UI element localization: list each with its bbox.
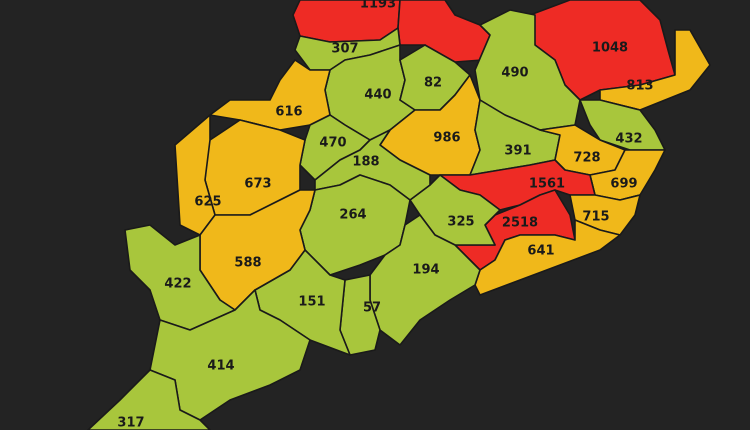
district-case-count: 194 [412,263,439,278]
district-case-count: 57 [363,301,381,316]
district-region [474,9,581,131]
district-region [87,369,211,430]
district-case-count: 188 [352,155,379,170]
district-case-count: 673 [244,177,271,192]
district-case-count: 490 [501,66,528,81]
district-case-count: 641 [527,244,554,259]
district-case-count: 391 [504,144,531,159]
district-case-count: 264 [339,208,366,223]
district-region [174,114,216,236]
district-case-count: 317 [117,416,144,430]
district-case-count: 1048 [592,41,628,56]
district-case-count: 325 [447,215,474,230]
district-case-count: 1193 [360,0,396,12]
district-case-count: 82 [424,76,442,91]
district-case-count: 470 [319,136,346,151]
district-case-count: 151 [298,295,325,310]
district-case-count: 588 [234,256,261,271]
district-case-count: 422 [164,277,191,292]
district-case-count: 728 [573,151,600,166]
district-case-count: 625 [194,195,221,210]
district-region [369,214,481,346]
district-case-count: 307 [331,42,358,57]
district-case-count: 432 [615,132,642,147]
district-case-count: 414 [207,359,234,374]
district-case-count: 813 [626,79,653,94]
district-case-count: 616 [275,105,302,120]
district-case-count: 440 [364,88,391,103]
district-region [209,59,331,131]
district-case-count: 1561 [529,177,565,192]
district-case-count: 2518 [502,216,538,231]
district-region [124,224,236,331]
district-case-count: 986 [433,131,460,146]
district-case-count: 715 [582,210,609,225]
district-case-count: 699 [610,177,637,192]
